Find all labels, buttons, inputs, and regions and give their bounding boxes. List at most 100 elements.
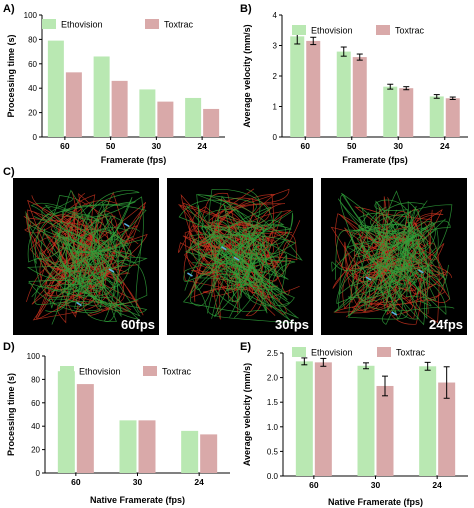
track-image-60fps: 60fps <box>13 178 159 335</box>
legend-swatch-toxtrac <box>377 347 391 357</box>
legend-label-ethovision: Ethovision <box>79 367 121 377</box>
panel-letter-b: B) <box>240 3 252 15</box>
y-axis-title: Average velocity (mm/s) <box>242 24 252 127</box>
panel-letter-a: A) <box>3 3 15 15</box>
track-path <box>336 199 414 304</box>
track-marker <box>108 268 115 273</box>
y-tick-label: 0 <box>273 133 278 142</box>
y-tick-label: 4 <box>273 11 278 20</box>
legend-swatch-ethovision <box>60 366 74 376</box>
track-marker <box>233 256 240 261</box>
x-tick-label: 24 <box>197 141 207 151</box>
bar-toxtrac-60 <box>306 40 321 137</box>
bar-toxtrac-60 <box>76 384 94 473</box>
bar-ethovision-60 <box>295 361 313 476</box>
y-tick-label: 2.5 <box>267 349 279 358</box>
bar-ethovision-24 <box>181 430 199 473</box>
y-tick-label: 40 <box>28 84 37 93</box>
track-path <box>183 247 288 314</box>
track-image-label: 60fps <box>121 317 155 332</box>
x-tick-label: 30 <box>394 141 404 151</box>
legend-swatch-toxtrac <box>376 25 390 35</box>
track-marker <box>418 269 424 274</box>
legend-label-toxtrac: Toxtrac <box>395 26 425 36</box>
bar-ethovision-60 <box>57 371 75 473</box>
x-tick-label: 24 <box>440 141 450 151</box>
chart-d: 0 20 40 60 80 100 60 30 24 Ethovision Toxtrac Nativ… <box>6 352 230 505</box>
legend-label-ethovision: Ethovision <box>311 26 353 36</box>
x-axis-title: Native Framerate (fps) <box>90 495 185 505</box>
track-marker <box>187 272 193 277</box>
bar-ethovision-30 <box>357 365 375 476</box>
chart-a: 0 20 40 60 80 100 60 50 30 24 Ethovision Toxtrac Fra… <box>6 11 225 165</box>
bar-toxtrac-50 <box>352 57 367 138</box>
bar-toxtrac-60 <box>314 362 332 476</box>
panel-letter-e: E) <box>240 341 251 353</box>
chart-b: 0 1 2 3 4 60 50 30 24 Ethovision Toxtrac Framerate … <box>242 11 468 165</box>
track-path <box>334 207 429 313</box>
legend-label-ethovision: Ethovision <box>61 20 103 30</box>
panel-letter-c: C) <box>3 166 15 178</box>
bar-toxtrac-50 <box>111 80 128 137</box>
y-tick-label: 20 <box>31 446 40 455</box>
bar-toxtrac-30 <box>157 101 174 137</box>
y-tick-label: 20 <box>28 109 37 118</box>
legend-swatch-toxtrac <box>143 366 157 376</box>
track-path <box>374 190 437 320</box>
x-tick-label: 24 <box>432 480 442 490</box>
bar-ethovision-30 <box>119 420 137 473</box>
track-marker <box>365 276 372 281</box>
track-image-label: 30fps <box>275 317 309 332</box>
y-axis-title: Processing time (s) <box>6 34 16 117</box>
track-path <box>26 216 140 320</box>
track-path <box>353 208 445 320</box>
x-tick-label: 60 <box>60 141 70 151</box>
track-path <box>184 212 294 314</box>
track-marker <box>123 222 130 228</box>
track-path <box>25 211 141 322</box>
bar-toxtrac-60 <box>65 72 82 137</box>
track-path <box>196 193 296 321</box>
x-tick-label: 60 <box>309 480 319 490</box>
legend-label-toxtrac: Toxtrac <box>396 348 426 358</box>
bar-ethovision-50 <box>336 51 351 137</box>
y-tick-label: 0 <box>36 469 41 478</box>
bar-toxtrac-24 <box>445 98 460 137</box>
x-tick-label: 50 <box>106 141 116 151</box>
x-tick-label: 50 <box>347 141 357 151</box>
x-axis-title: Framerate (fps) <box>342 155 408 165</box>
legend-swatch-ethovision <box>292 347 306 357</box>
track-marker <box>220 246 227 251</box>
track-path <box>190 207 276 307</box>
legend-label-ethovision: Ethovision <box>311 348 353 358</box>
y-tick-label: 60 <box>31 399 40 408</box>
track-path <box>335 221 436 280</box>
track-path <box>347 204 453 325</box>
legend-swatch-toxtrac <box>145 19 159 29</box>
y-tick-label: 1.0 <box>267 423 279 432</box>
track-path <box>347 200 455 317</box>
x-tick-label: 30 <box>371 480 381 490</box>
y-tick-label: 0 <box>33 133 38 142</box>
track-path <box>337 198 417 286</box>
bar-toxtrac-24 <box>438 382 456 476</box>
x-axis-title: Native Framerate (fps) <box>328 497 423 507</box>
y-tick-label: 40 <box>31 422 40 431</box>
track-marker <box>76 301 82 307</box>
x-tick-label: 30 <box>152 141 162 151</box>
track-path <box>48 189 130 309</box>
track-image-30fps: 30fps <box>167 178 313 335</box>
y-tick-label: 3 <box>273 42 278 51</box>
y-tick-label: 2.0 <box>267 374 279 383</box>
bar-ethovision-24 <box>185 97 202 137</box>
panel-letter-d: D) <box>3 341 15 353</box>
bar-toxtrac-24 <box>203 108 220 137</box>
x-tick-label: 30 <box>133 477 143 487</box>
bar-toxtrac-30 <box>138 420 156 473</box>
track-path <box>192 189 299 319</box>
legend-swatch-ethovision <box>42 19 56 29</box>
track-path <box>331 200 447 320</box>
bar-ethovision-30 <box>139 89 156 137</box>
bar-ethovision-24 <box>419 366 437 476</box>
